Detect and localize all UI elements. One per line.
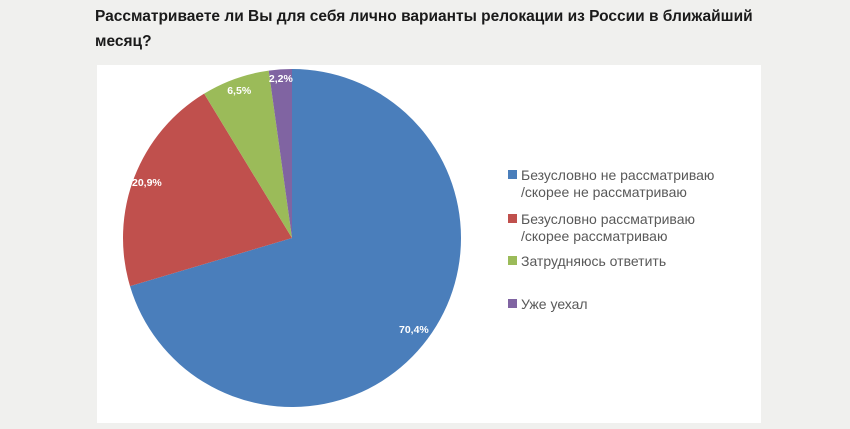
- legend-item-already-left: Уже уехал: [508, 296, 588, 313]
- slice-value-label-1: 20,9%: [132, 177, 162, 189]
- legend-swatch-red-icon: [508, 214, 517, 223]
- pie-chart: 70,4% 20,9% 6,5% 2,2%: [123, 69, 461, 408]
- legend-label: Затрудняюсь ответить: [521, 253, 667, 269]
- legend-label: Безусловно рассматриваю /скорее рассматр…: [521, 211, 695, 244]
- legend-item-considering-relocation: Безусловно рассматриваю /скорее рассматр…: [508, 211, 695, 245]
- page-title-line-2: месяц?: [95, 33, 152, 50]
- slice-value-label-3: 2,2%: [269, 73, 294, 85]
- pie-slice-1: [123, 93, 292, 287]
- chart-panel: 70,4% 20,9% 6,5% 2,2% Безусловно не рассмат…: [97, 65, 761, 423]
- slice-value-label-0: 70,4%: [399, 324, 429, 336]
- page-title: Рассматриваете ли Вы для себя лично вари…: [95, 4, 795, 54]
- legend-swatch-purple-icon: [508, 299, 517, 308]
- legend-swatch-blue-icon: [508, 170, 517, 179]
- page-title-line-1: Рассматриваете ли Вы для себя лично вари…: [95, 8, 753, 25]
- legend-label: Уже уехал: [521, 296, 588, 312]
- pie-slice-0: [130, 69, 461, 408]
- slice-value-label-2: 6,5%: [227, 85, 252, 97]
- legend-swatch-green-icon: [508, 256, 517, 265]
- pie-slice-3: [268, 69, 292, 238]
- legend-item-hard-to-answer: Затрудняюсь ответить: [508, 253, 666, 270]
- legend-label: Безусловно не рассматриваю /скорее не ра…: [521, 167, 715, 200]
- legend-item-no-relocation: Безусловно не рассматриваю /скорее не ра…: [508, 167, 714, 201]
- pie-slice-2: [204, 70, 292, 238]
